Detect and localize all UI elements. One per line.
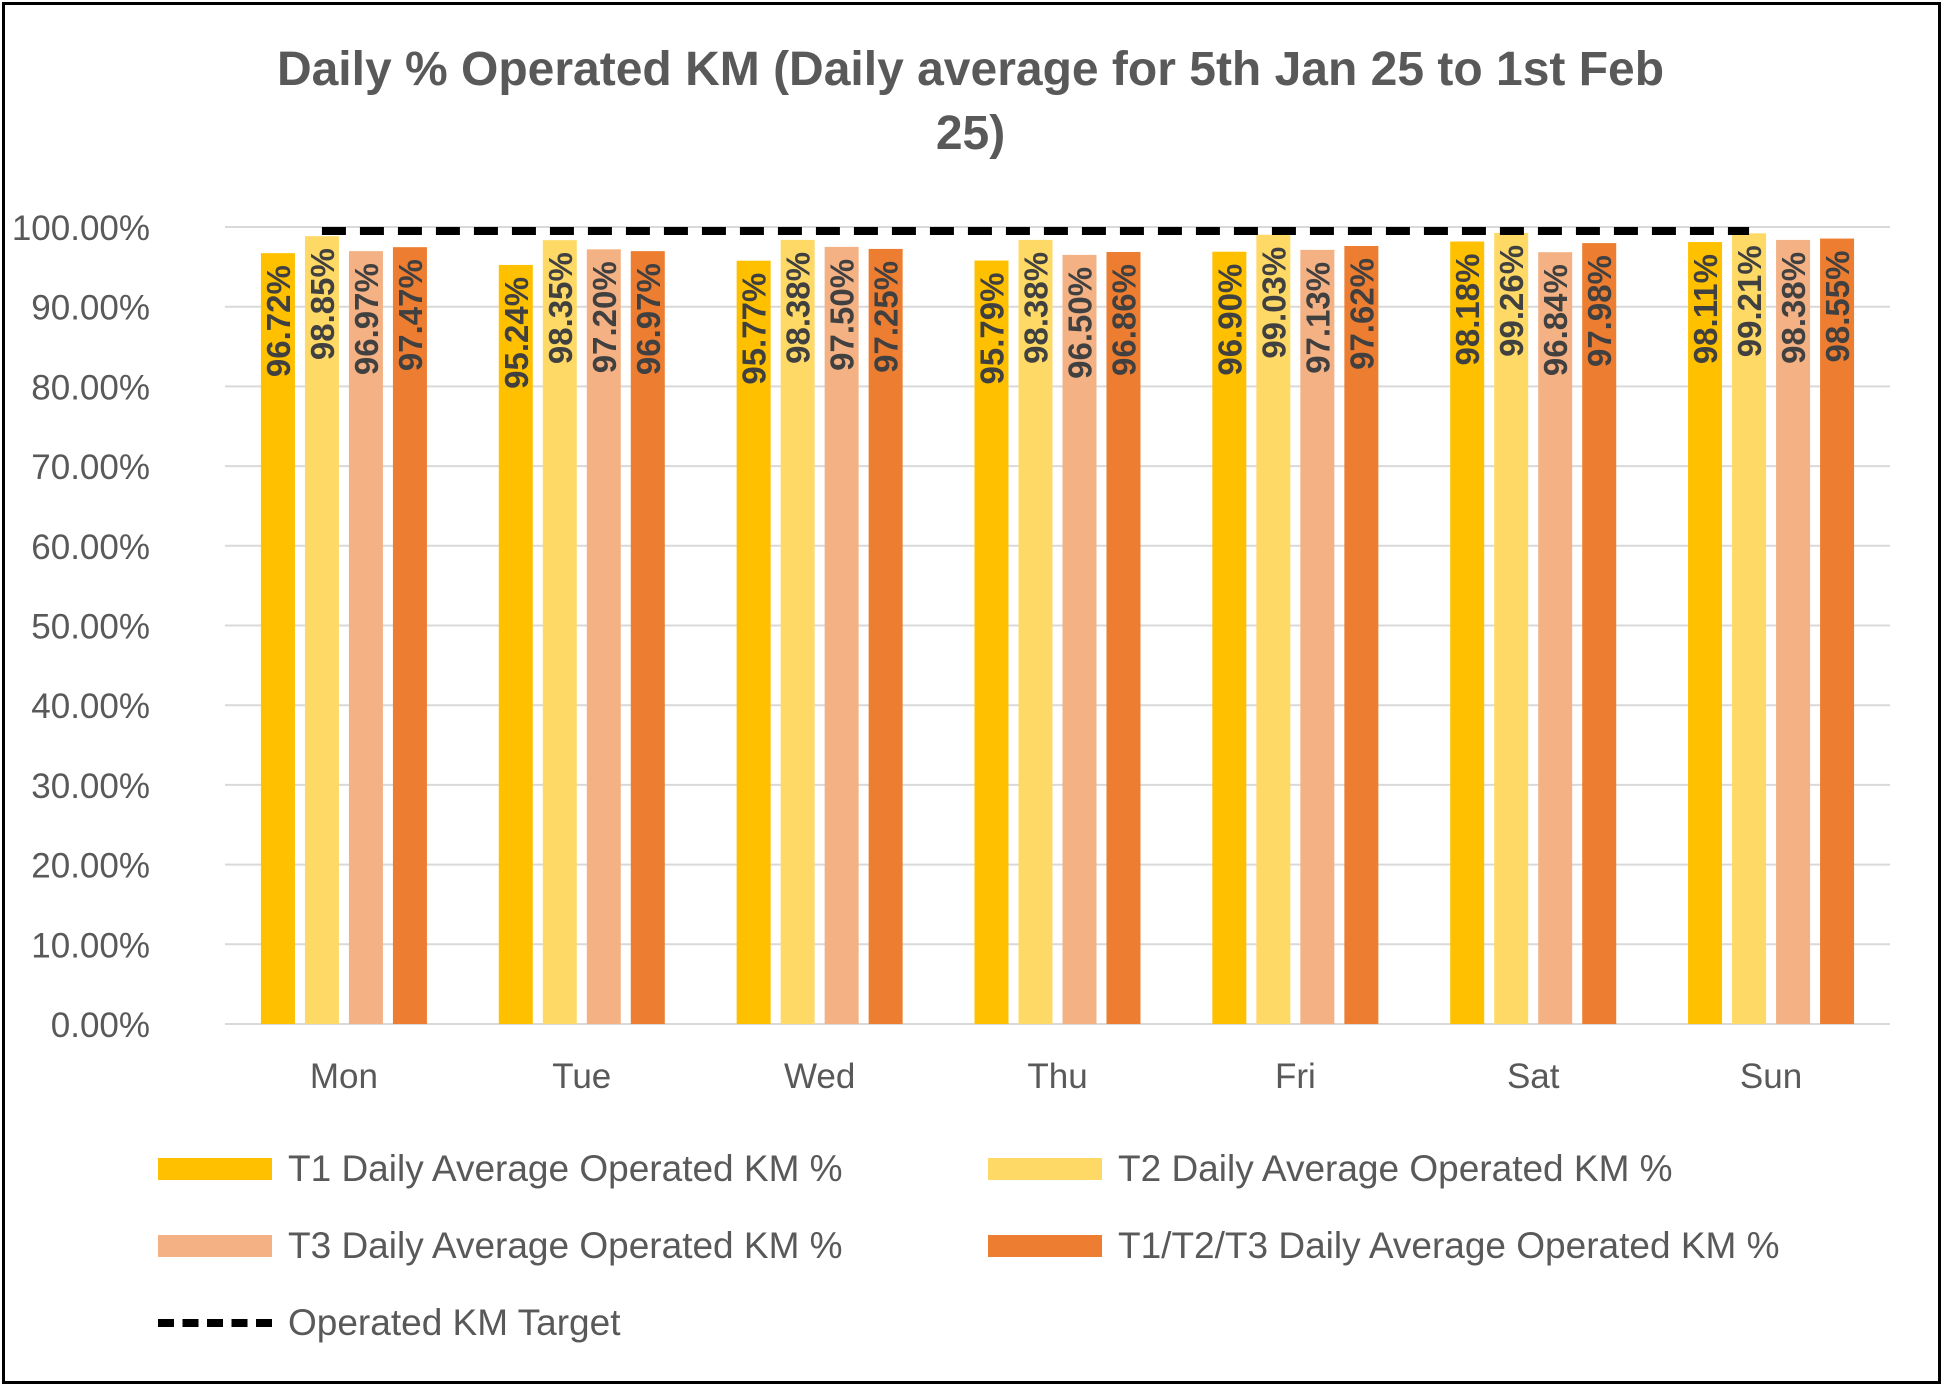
y-tick-label: 40.00% <box>31 687 150 726</box>
x-tick-label: Mon <box>310 1057 378 1096</box>
data-label: 98.38% <box>1775 252 1812 364</box>
data-label: 97.62% <box>1343 258 1380 370</box>
x-tick-label: Sat <box>1507 1057 1560 1096</box>
data-label: 95.24% <box>498 277 535 389</box>
bar <box>304 236 339 1024</box>
data-label: 96.50% <box>1062 267 1099 379</box>
bar <box>392 247 427 1025</box>
y-tick-label: 30.00% <box>31 767 150 806</box>
bar <box>1776 239 1811 1025</box>
data-label: 98.85% <box>304 248 341 360</box>
data-label: 96.90% <box>1211 264 1248 376</box>
bar <box>586 249 621 1025</box>
bar <box>974 260 1009 1024</box>
data-label: 95.77% <box>736 273 773 385</box>
data-label: 97.98% <box>1581 255 1618 367</box>
y-tick-label: 80.00% <box>31 368 150 407</box>
bar <box>542 240 577 1024</box>
data-label: 98.38% <box>780 252 817 364</box>
data-label: 98.38% <box>1018 252 1055 364</box>
bar <box>780 239 815 1025</box>
bar <box>1344 245 1379 1024</box>
y-tick-label: 60.00% <box>31 528 150 567</box>
y-tick-label: 90.00% <box>31 289 150 328</box>
y-tick-label: 70.00% <box>31 448 150 487</box>
bar <box>1688 242 1723 1024</box>
y-tick-label: 20.00% <box>31 847 150 886</box>
bar <box>348 251 383 1024</box>
data-label: 98.18% <box>1449 254 1486 366</box>
bars <box>260 232 1855 1025</box>
bar <box>1106 252 1141 1024</box>
x-tick-label: Sun <box>1740 1057 1802 1096</box>
data-label: 99.03% <box>1255 247 1292 359</box>
data-label: 96.97% <box>348 263 385 375</box>
bar <box>1300 249 1335 1024</box>
data-label: 99.26% <box>1493 245 1530 357</box>
data-label: 95.79% <box>974 273 1011 385</box>
bar <box>1538 252 1573 1025</box>
bar <box>1062 254 1097 1024</box>
bar <box>736 260 771 1024</box>
bar <box>260 253 295 1024</box>
bar <box>1018 239 1053 1025</box>
bar <box>1256 234 1291 1024</box>
bar <box>824 246 859 1025</box>
y-tick-label: 50.00% <box>31 608 150 647</box>
bar <box>1212 251 1247 1024</box>
chart-title: Daily % Operated KM (Daily average for 5… <box>0 38 1941 166</box>
data-label: 96.86% <box>1106 264 1143 376</box>
x-tick-label: Fri <box>1275 1057 1316 1096</box>
gridlines <box>225 226 1890 1025</box>
bar <box>1494 232 1529 1024</box>
bar <box>1732 233 1767 1025</box>
data-label: 97.25% <box>868 261 905 373</box>
bar <box>1820 238 1855 1024</box>
data-label: 98.35% <box>542 252 579 364</box>
data-label: 96.97% <box>630 263 667 375</box>
x-tick-label: Tue <box>552 1057 611 1096</box>
y-tick-label: 100.00% <box>12 209 150 248</box>
y-tick-label: 0.00% <box>51 1006 150 1045</box>
chart-title-line-2: 25) <box>935 107 1006 160</box>
data-label: 98.11% <box>1687 254 1724 364</box>
data-label: 96.72% <box>260 265 297 377</box>
bar <box>868 248 903 1025</box>
bar <box>1582 243 1617 1025</box>
y-axis-tick-labels: 0.00% 10.00% 20.00% 30.00% 40.00% 50.00% 60.00… <box>12 209 150 1045</box>
data-label: 96.84% <box>1537 264 1574 376</box>
bar <box>1450 241 1485 1025</box>
data-label: 98.55% <box>1819 251 1856 363</box>
data-label: 97.50% <box>824 259 861 371</box>
x-tick-label: Wed <box>784 1057 855 1096</box>
data-labels: 96.72% 95.24% 95.77% 95.79% 96.90% 98.18% 98.1… <box>260 245 1856 389</box>
bar <box>498 264 533 1024</box>
y-tick-label: 10.00% <box>31 926 150 965</box>
data-label: 99.21% <box>1731 245 1768 357</box>
x-tick-label: Thu <box>1027 1057 1087 1096</box>
chart-title-line-1: Daily % Operated KM (Daily average for 5… <box>276 43 1665 96</box>
bar <box>630 251 665 1024</box>
data-label: 97.20% <box>586 261 623 373</box>
data-label: 97.13% <box>1299 262 1336 374</box>
data-label: 97.47% <box>392 259 429 371</box>
x-axis-tick-labels: Mon Tue Wed Thu Fri Sat Sun <box>310 1057 1802 1096</box>
